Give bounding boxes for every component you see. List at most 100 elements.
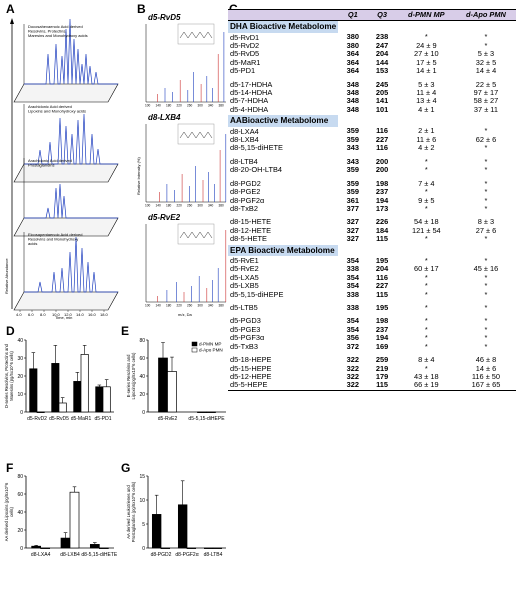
pmn-mp-cell: * xyxy=(424,165,428,175)
y-tick-label: 30 xyxy=(17,356,23,362)
x-category-label: d8-LXA4 xyxy=(31,552,51,558)
panel-label-a: A xyxy=(6,2,15,16)
apo-pmn-cell: * xyxy=(484,303,488,313)
panel-b-ylabel: Relative Intensity (%) xyxy=(136,157,141,195)
analyte-cell: d5-PD1 xyxy=(230,66,256,76)
pmn-mp-cell: 54 ± 18 xyxy=(414,217,439,227)
table-row: d5-LXA5 354 116 * * xyxy=(228,272,516,282)
q1-cell: 343 xyxy=(346,156,359,166)
header-analyte xyxy=(228,9,339,21)
analyte-cell: d5-14-HDHA xyxy=(230,87,273,97)
analyte-cell: d5-RvD5 xyxy=(230,49,260,59)
y-tick-label: 0 xyxy=(20,546,23,552)
analyte-cell: d5-MaR1 xyxy=(230,57,261,67)
table-row: d5-18-HEPE 322 259 8 ± 4 46 ± 8 xyxy=(228,355,516,365)
table-row: d8-LXA4 359 116 2 ± 1 * xyxy=(228,127,516,136)
y-tick-label: 0 xyxy=(20,410,23,416)
chromatogram-layer: Arachidonic Acid derived Prostaglandins xyxy=(13,158,119,237)
table-row: d5-7-HDHA 348 141 13 ± 4 58 ± 27 xyxy=(228,96,516,106)
y-tick-label: 60 xyxy=(17,492,23,498)
section-title: AABioactive Metabolome xyxy=(228,114,339,128)
panel-a-x-ticks: 4.0 6.0 8.0 10.0 12.0 14.0 16.0 18.0 xyxy=(16,310,109,317)
apo-pmn-cell: 58 ± 27 xyxy=(473,96,499,106)
x-category-label: d8-PGF2α xyxy=(175,552,198,558)
table-row: d8-LTB4 343 200 * * xyxy=(228,156,516,166)
panel-label-d: D xyxy=(6,324,15,338)
table-row: d8-15-HETE 327 226 54 ± 18 8 ± 3 xyxy=(228,217,516,227)
q1-cell: 343 xyxy=(346,143,359,153)
bar-pmn-mp xyxy=(73,381,82,413)
header-q1: Q1 xyxy=(338,9,368,21)
panel-label-b: B xyxy=(137,2,146,16)
panel-b-spectra: Relative Intensity (%) m/z, Da d5-RvD5 10… xyxy=(136,13,227,317)
y-tick-label: 5 xyxy=(142,522,145,528)
panel-label-e: E xyxy=(121,324,130,338)
panel-label-g: G xyxy=(121,461,131,475)
analyte-cell: d5-12-HEPE xyxy=(230,371,272,381)
q3-cell: 237 xyxy=(375,187,389,197)
q3-cell: 173 xyxy=(375,203,389,213)
table-row: d5-RvE1 354 195 * * xyxy=(228,256,516,266)
analyte-cell: d8-PGE2 xyxy=(230,187,261,197)
q1-cell: 322 xyxy=(346,363,359,373)
analyte-cell: d5-RvE1 xyxy=(230,256,259,266)
table-row: d5-PGE3 354 237 * * xyxy=(228,325,516,334)
pmn-mp-cell: 4 ± 1 xyxy=(418,105,435,114)
table-row: d5-15-HEPE 322 219 * 14 ± 6 xyxy=(228,363,516,373)
table-row: d8-12-HETE 327 184 121 ± 54 27 ± 6 xyxy=(228,225,516,235)
pmn-mp-cell: 11 ± 6 xyxy=(416,135,437,145)
x-category-label: d8-LTB4 xyxy=(204,552,223,558)
q1-cell: 338 xyxy=(346,289,359,299)
q1-cell: 348 xyxy=(346,79,359,89)
y-tick-label: 40 xyxy=(17,338,23,344)
apo-pmn-cell: 46 ± 8 xyxy=(475,355,497,365)
q3-cell: 204 xyxy=(375,264,389,274)
pmn-mp-cell: 13 ± 4 xyxy=(416,96,437,106)
table-row: d5-4-HDHA 348 101 4 ± 1 37 ± 11 xyxy=(228,105,516,115)
table-row: d5-TxB3 372 169 * * xyxy=(228,342,516,351)
q3-cell: 198 xyxy=(375,316,389,326)
q3-cell: 238 xyxy=(375,32,389,42)
chromatogram-layers: Docosahexaenoic Acid derived Resolvins, P… xyxy=(13,18,119,311)
pmn-mp-cell: 66 ± 19 xyxy=(396,381,456,391)
apo-pmn-cell: * xyxy=(484,126,488,136)
spectrum-tick: 180 xyxy=(166,304,172,308)
y-tick-label: 10 xyxy=(17,392,23,398)
q1-cell: 322 xyxy=(346,371,359,381)
spectrum-tick: 140 xyxy=(156,204,162,208)
pmn-mp-cell: 5 ± 3 xyxy=(418,79,435,89)
q1-cell: 348 xyxy=(346,87,359,97)
bar-pmn-mp xyxy=(197,411,207,413)
pmn-mp-cell: 11 ± 4 xyxy=(416,87,437,97)
table-row: d8-5,15-diHETE 343 116 4 ± 2 * xyxy=(228,143,516,153)
pmn-mp-cell: 8 ± 4 xyxy=(418,355,435,365)
analyte-cell: d5-LXB5 xyxy=(230,281,259,291)
apo-pmn-cell: 97 ± 17 xyxy=(473,87,499,97)
panel-a-chromatograms: Relative Abundance Docosahexaenoic Acid … xyxy=(4,18,119,320)
x-tick-label: 16.0 xyxy=(88,312,97,317)
chart-ylabel: AA derived Lipoxins (pg/5x10^6cells) xyxy=(4,482,14,541)
section-title: DHA Bioactive Metabolome xyxy=(228,20,339,34)
legend-label: d-Apo PMN xyxy=(199,348,223,353)
spectrum-tick: 180 xyxy=(166,204,172,208)
q1-cell: 354 xyxy=(346,272,359,282)
bar-apo-pmn xyxy=(98,547,109,549)
table-row: d5-RvD1 380 238 * * xyxy=(228,33,516,42)
y-tick-label: 20 xyxy=(139,392,145,398)
panel-a-xlabel: Time, min xyxy=(55,315,72,320)
pmn-mp-cell: 121 ± 54 xyxy=(411,225,441,235)
pmn-mp-cell: 9 ± 5 xyxy=(418,195,435,205)
header-pmn-mp: d-PMN MP xyxy=(396,9,456,21)
spectrum-tick: 380 xyxy=(219,304,225,308)
q3-cell: 194 xyxy=(375,333,389,343)
spectrum-tick: 100 xyxy=(145,104,151,108)
analyte-cell: d8-LXA4 xyxy=(230,126,259,136)
table-row: d5-RvD2 380 247 24 ± 9 * xyxy=(228,41,516,50)
table-row: d8-LXB4 359 227 11 ± 6 62 ± 6 xyxy=(228,135,516,145)
apo-pmn-cell: 8 ± 3 xyxy=(477,217,495,227)
pmn-mp-cell: * xyxy=(424,156,428,166)
chart-ylabel: D-series Resolvins, Protectins andMaresi… xyxy=(4,343,14,408)
q3-cell: 101 xyxy=(375,105,389,114)
bar-apo-pmn xyxy=(167,371,177,413)
x-tick-label: 12.0 xyxy=(64,312,73,317)
